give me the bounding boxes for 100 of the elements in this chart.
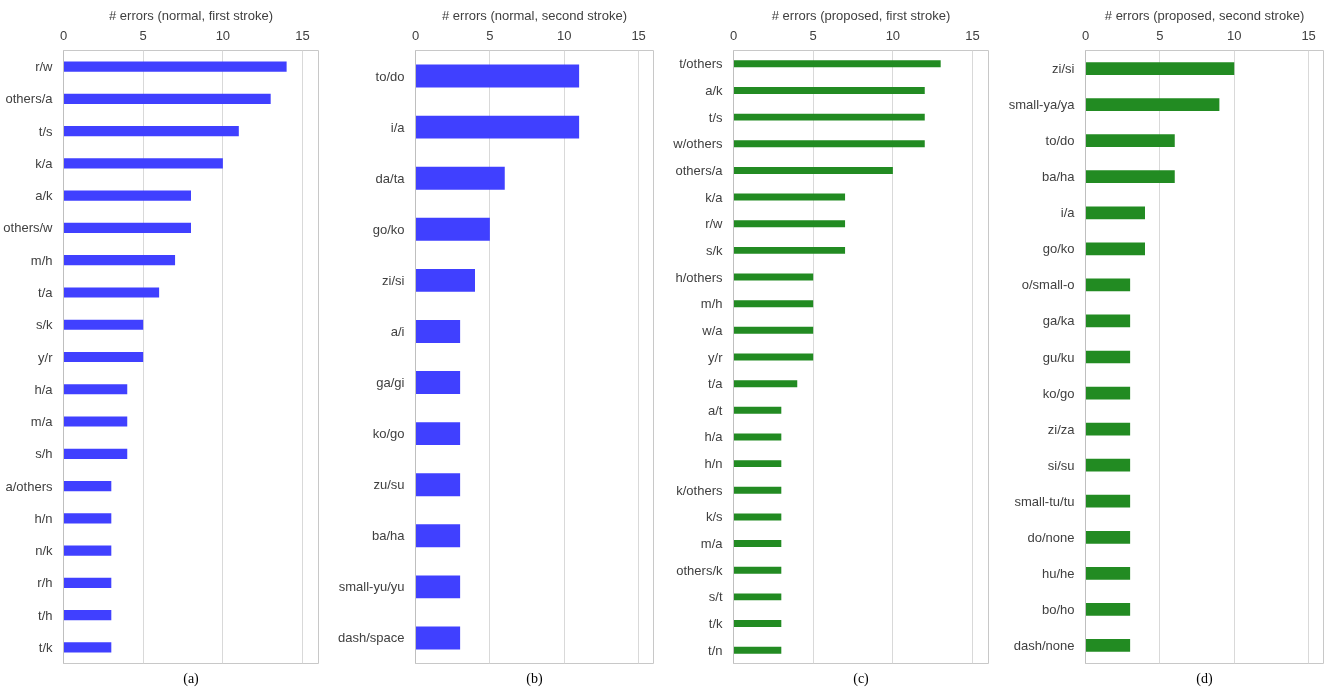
chart-title: # errors (normal, second stroke) <box>442 7 627 23</box>
y-tick-label: k/others <box>676 482 723 498</box>
y-tick-label: ba/ha <box>371 528 406 544</box>
bar <box>63 545 112 556</box>
bar <box>1085 278 1131 292</box>
y-tick-label: r/w <box>705 216 724 232</box>
y-tick-label: h/a <box>704 429 724 445</box>
bar <box>733 140 925 148</box>
y-tick-label: t/k <box>38 639 53 655</box>
y-tick-label: n/k <box>35 543 53 559</box>
bar <box>733 620 782 627</box>
bar <box>63 610 112 621</box>
bar <box>415 64 580 88</box>
x-tick-label: 15 <box>631 27 646 43</box>
x-tick-label: 5 <box>486 27 494 43</box>
bar <box>63 61 287 72</box>
y-tick-label: t/others <box>679 56 723 72</box>
y-tick-label: go/ko <box>1042 241 1075 257</box>
y-tick-label: hu/he <box>1041 565 1075 581</box>
x-tick-label: 0 <box>59 27 68 43</box>
y-tick-label: o/small-o <box>1021 277 1075 293</box>
y-tick-label: t/h <box>38 607 53 623</box>
bar <box>733 380 798 388</box>
bar <box>733 513 782 521</box>
bar <box>733 540 782 548</box>
x-tick-label: 5 <box>1156 27 1164 43</box>
y-tick-label: t/s <box>38 123 53 139</box>
bar <box>733 220 846 228</box>
y-tick-label: t/a <box>708 376 724 392</box>
y-tick-label: h/a <box>34 381 54 397</box>
bar <box>1085 350 1131 364</box>
chart-title: # errors (proposed, second stroke) <box>1104 7 1305 23</box>
y-tick-label: small-ya/ya <box>1008 97 1076 113</box>
y-tick-label: m/h <box>700 296 723 312</box>
x-tick-label: 10 <box>885 27 901 43</box>
text: (a) <box>183 670 200 687</box>
y-tick-label: si/su <box>1047 457 1075 473</box>
bar <box>733 593 782 601</box>
y-tick-label: r/h <box>37 575 53 591</box>
bar <box>63 126 239 137</box>
y-tick-label: y/r <box>708 349 724 365</box>
y-tick-label: to/do <box>1045 133 1075 149</box>
y-tick-label: ga/gi <box>376 375 405 391</box>
bar <box>733 87 925 94</box>
y-tick-label: s/h <box>35 446 53 462</box>
bar <box>1085 98 1220 111</box>
y-tick-label: zi/za <box>1047 421 1076 437</box>
y-tick-label: r/w <box>35 59 54 75</box>
bar <box>1085 62 1235 75</box>
y-tick-label: w/a <box>701 322 724 338</box>
bar <box>415 217 490 241</box>
x-tick-label: 5 <box>809 27 817 43</box>
y-tick-label: t/n <box>708 642 723 658</box>
y-tick-label: da/ta <box>375 170 406 186</box>
bar <box>1085 603 1131 616</box>
y-tick-label: ko/go <box>372 426 405 442</box>
bar <box>1085 206 1145 220</box>
bar <box>415 319 461 343</box>
y-tick-label: i/a <box>390 119 406 135</box>
bar <box>415 371 461 395</box>
bar <box>63 287 160 298</box>
bar <box>415 575 461 599</box>
bar <box>63 255 176 266</box>
y-tick-label: a/k <box>35 188 53 204</box>
x-tick-label: 0 <box>411 27 420 43</box>
x-tick-label: 15 <box>295 27 310 43</box>
y-tick-label: s/k <box>35 317 53 333</box>
bar <box>1085 458 1131 472</box>
y-tick-label: zu/su <box>373 477 405 493</box>
x-tick-label: 10 <box>1227 27 1242 43</box>
bar <box>1085 134 1175 148</box>
bar <box>1085 494 1131 508</box>
y-tick-label: dash/none <box>1013 637 1075 653</box>
y-tick-label: k/s <box>705 509 723 525</box>
bar <box>1085 314 1131 328</box>
bar <box>733 273 814 281</box>
bar <box>733 646 782 654</box>
x-tick-label: 10 <box>557 27 572 43</box>
y-tick-label: y/r <box>38 349 54 365</box>
bar <box>63 513 112 524</box>
y-tick-label: others/a <box>5 91 54 107</box>
chart-title: # errors (proposed, first stroke) <box>771 7 951 23</box>
bar <box>415 524 461 548</box>
bar <box>733 326 814 334</box>
bar <box>733 566 782 574</box>
y-tick-label: ko/go <box>1042 385 1075 401</box>
y-tick-label: w/others <box>672 136 723 152</box>
bar <box>733 113 925 121</box>
y-tick-label: do/none <box>1027 529 1075 545</box>
bar <box>1085 170 1175 184</box>
bar <box>1085 566 1131 580</box>
y-tick-label: zi/si <box>382 272 405 288</box>
y-tick-label: zi/si <box>1052 61 1075 77</box>
y-tick-label: k/a <box>35 155 54 171</box>
y-tick-label: h/others <box>675 269 723 285</box>
y-tick-label: ga/ka <box>1042 313 1076 329</box>
y-tick-label: small-tu/tu <box>1014 493 1075 509</box>
y-tick-label: t/k <box>708 616 723 632</box>
bar <box>733 486 782 494</box>
y-tick-label: others/k <box>676 562 723 578</box>
